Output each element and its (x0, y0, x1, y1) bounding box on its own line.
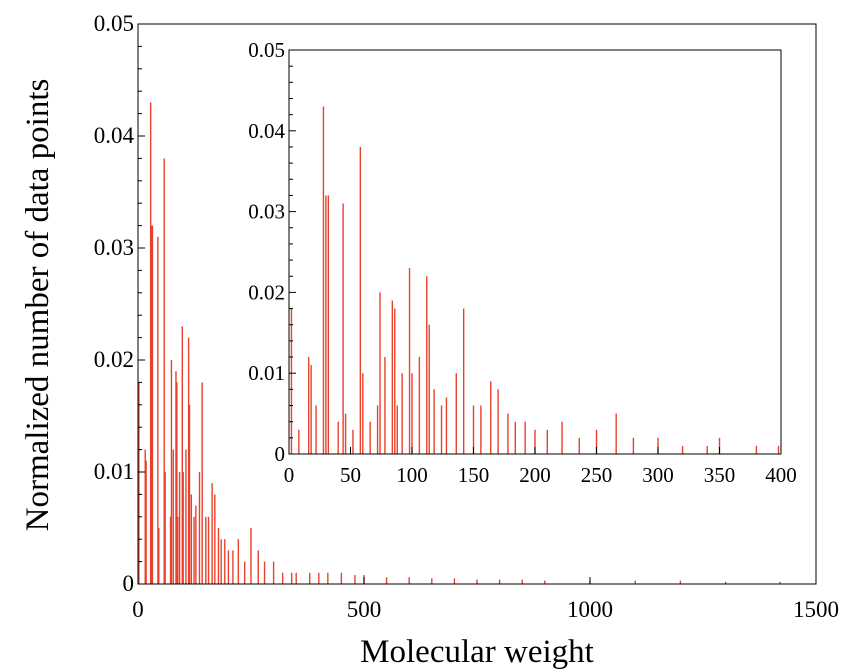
main-x-tick-label: 1000 (567, 597, 613, 622)
inset-x-tick-label: 300 (642, 463, 674, 487)
main-y-tick-label: 0.05 (94, 11, 134, 36)
main-y-tick-label: 0 (123, 571, 135, 596)
main-x-tick-label: 500 (347, 597, 382, 622)
inset-y-tick-label: 0 (275, 442, 286, 466)
inset-bars (290, 106, 780, 454)
main-ylabel: Normalized number of data points (20, 79, 56, 532)
inset-y-tick-label: 0.04 (248, 119, 285, 143)
inset-x-tick-label: 50 (340, 463, 361, 487)
inset-background (289, 50, 781, 454)
inset-plot: 0 50 100 150 200 250 300 350 400 0 0.01 0.02 0.03 0.0… (248, 38, 797, 487)
inset-x-tick-label: 200 (519, 463, 551, 487)
main-y-tick-label: 0.01 (94, 459, 134, 484)
main-plot-frame (137, 23, 817, 585)
main-y-tick-label: 0.03 (94, 235, 134, 260)
inset-y-tick-label: 0.02 (248, 280, 285, 304)
inset-y-tick-label: 0.01 (248, 361, 285, 385)
inset-x-tick-label: 0 (284, 463, 295, 487)
inset-ticks: 0 50 100 150 200 250 300 350 400 0 0.01 0.02 0.03 0.0… (248, 38, 797, 487)
main-bars (138, 102, 781, 584)
inset-y-tick-label: 0.03 (248, 200, 285, 224)
main-xlabel: Molecular weight (360, 634, 594, 669)
inset-x-tick-label: 250 (581, 463, 613, 487)
inset-x-tick-label: 150 (458, 463, 490, 487)
inset-y-tick-label: 0.05 (248, 38, 285, 62)
inset-x-tick-label: 350 (704, 463, 736, 487)
main-y-tick-label: 0.04 (94, 123, 135, 148)
main-x-tick-label: 1500 (793, 597, 839, 622)
inset-x-tick-label: 400 (765, 463, 797, 487)
main-x-tick-label: 0 (132, 597, 144, 622)
inset-x-tick-label: 100 (396, 463, 428, 487)
main-y-tick-label: 0.02 (94, 347, 134, 372)
